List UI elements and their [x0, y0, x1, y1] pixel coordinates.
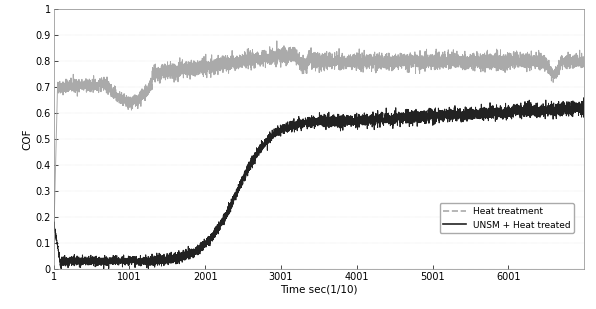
- X-axis label: Time sec(1/10): Time sec(1/10): [280, 284, 358, 294]
- Y-axis label: COF: COF: [23, 128, 33, 150]
- Legend: Heat treatment, UNSM + Heat treated: Heat treatment, UNSM + Heat treated: [440, 203, 575, 233]
